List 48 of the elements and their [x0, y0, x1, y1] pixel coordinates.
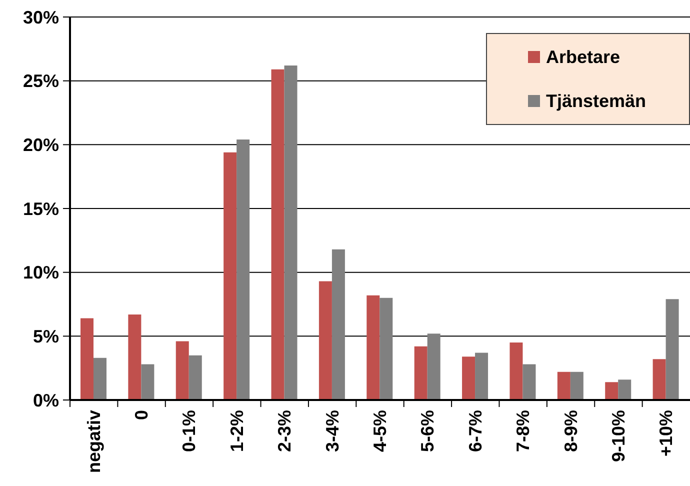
bar: [522, 364, 536, 400]
bar: [414, 346, 428, 400]
x-tick-label: +10%: [656, 410, 676, 457]
bar: [271, 69, 284, 400]
bar: [666, 299, 679, 400]
bar: [618, 380, 632, 400]
bar: [570, 372, 584, 400]
bar: [93, 358, 106, 400]
bar: [176, 341, 189, 400]
bar: [366, 295, 380, 400]
bar: [224, 152, 237, 400]
x-tick-label: 5-6%: [418, 410, 438, 452]
x-tick-label: 3-4%: [322, 410, 342, 452]
y-tick-label: 15%: [22, 198, 59, 219]
bar: [475, 352, 488, 400]
bar: [188, 355, 202, 400]
y-tick-label: 20%: [22, 135, 59, 156]
legend-label: Arbetare: [546, 46, 620, 68]
bar: [605, 382, 618, 400]
bar: [462, 356, 476, 400]
y-tick-label: 5%: [32, 326, 59, 347]
bar: [80, 318, 94, 400]
x-tick-label: 4-5%: [370, 410, 390, 452]
bar: [557, 372, 570, 400]
bar: [427, 334, 440, 400]
y-tick-label: 0%: [32, 390, 59, 410]
x-tick-label: 9-10%: [608, 410, 628, 462]
y-tick-label: 30%: [22, 7, 59, 28]
x-tick-label: 0-1%: [179, 410, 200, 452]
x-tick-label: 2-3%: [274, 410, 295, 452]
bar: [128, 314, 142, 400]
bar: [318, 281, 332, 400]
x-tick-label: negativ: [84, 410, 104, 474]
bar: [332, 249, 345, 400]
bar: [141, 364, 154, 400]
bar: [652, 359, 666, 400]
bar: [236, 140, 250, 400]
legend-label: Tjänstemän: [546, 90, 646, 112]
bar: [380, 298, 393, 400]
y-tick-label: 25%: [22, 71, 59, 92]
y-tick-label: 10%: [22, 262, 59, 283]
x-tick-label: 6-7%: [465, 410, 486, 452]
x-tick-label: 8-9%: [560, 410, 581, 452]
x-tick-label: 0: [132, 410, 152, 420]
bar: [510, 342, 523, 400]
bar: [284, 66, 298, 400]
x-tick-label: 1-2%: [226, 410, 247, 452]
x-tick-label: 7-8%: [513, 410, 534, 452]
